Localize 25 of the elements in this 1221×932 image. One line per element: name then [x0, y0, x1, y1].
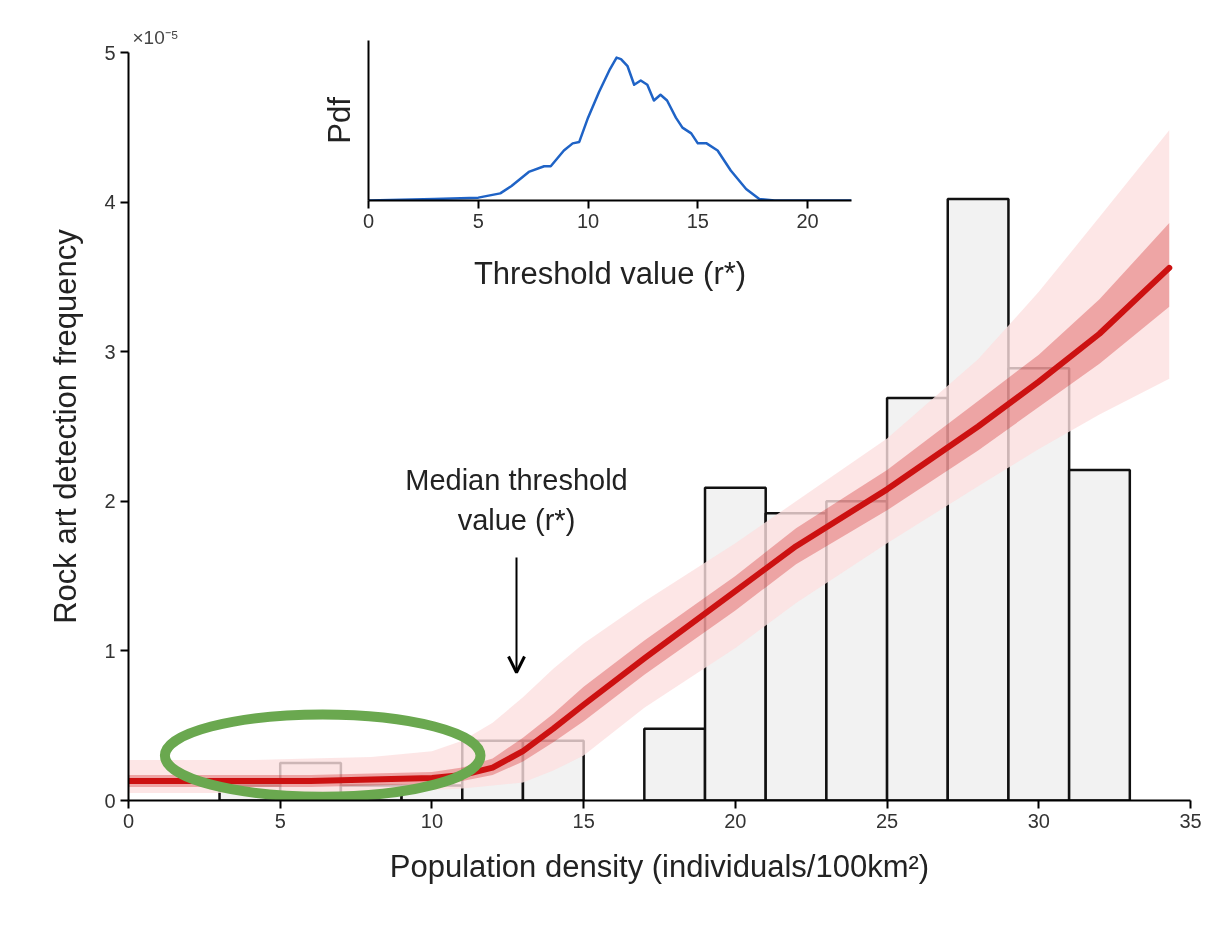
y-tick-label: 3: [104, 340, 116, 363]
x-axis-title: Population density (individuals/100km²): [389, 848, 930, 884]
x-axis-title: Threshold value (r*): [473, 255, 747, 291]
y-axis-title: Pdf: [321, 96, 357, 144]
y-tick-label: 4: [104, 191, 116, 214]
x-tick-label: 0: [362, 209, 375, 232]
y-tick-label: 5: [104, 41, 116, 64]
x-tick-label: 15: [686, 209, 709, 232]
x-tick-label: 10: [576, 209, 600, 232]
x-tick-label: 25: [875, 809, 899, 832]
y-tick-label: 0: [104, 789, 116, 812]
x-tick-label: 5: [472, 209, 484, 232]
y-axis-title: Rock art detection frequency: [48, 228, 84, 624]
x-tick-label: 30: [1027, 809, 1050, 832]
x-tick-label: 20: [724, 809, 747, 832]
y-tick-label: 1: [104, 639, 116, 662]
x-tick-label: 5: [274, 809, 286, 832]
x-tick-label: 10: [420, 809, 444, 832]
x-tick-label: 0: [122, 809, 135, 832]
text: ×10⁻⁵: [132, 26, 179, 48]
y-tick-label: 2: [104, 490, 116, 513]
x-tick-label: 35: [1179, 809, 1202, 832]
x-tick-label: 20: [796, 209, 819, 232]
x-tick-label: 15: [572, 809, 595, 832]
annotation: Median threshold value (r*): [405, 463, 628, 536]
